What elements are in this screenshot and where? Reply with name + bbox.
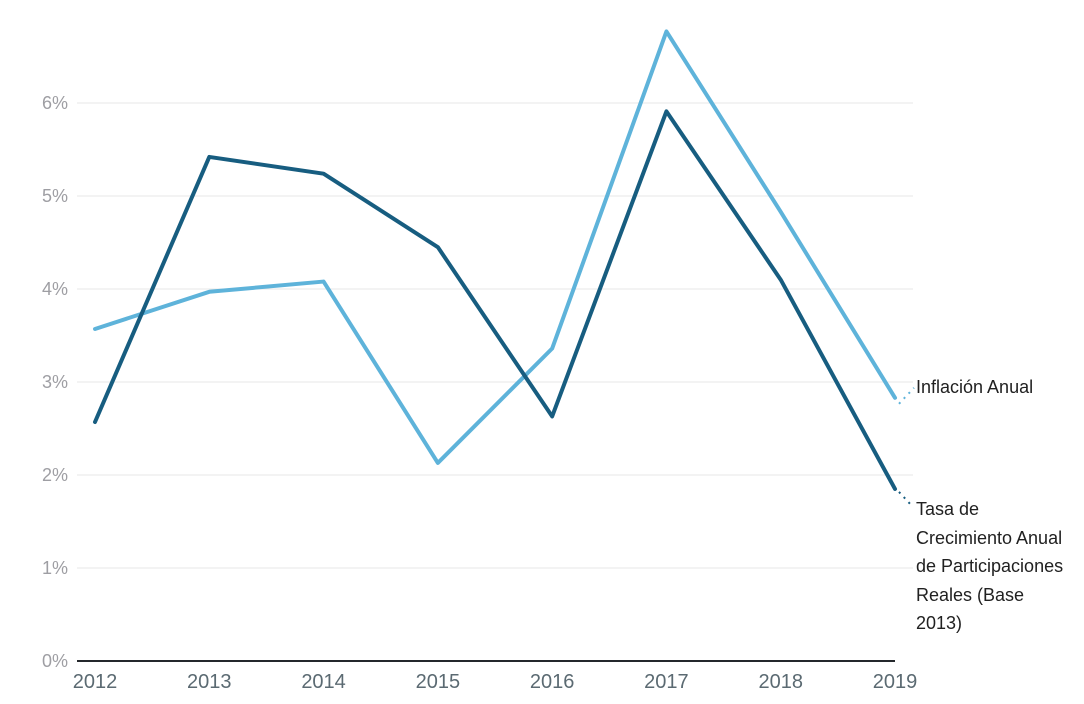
x-tick-label: 2019	[873, 671, 918, 693]
connector-inflacion	[898, 387, 915, 405]
x-tick-label: 2015	[416, 671, 461, 693]
x-tick-label: 2012	[73, 671, 118, 693]
x-tick-label: 2014	[301, 671, 346, 693]
y-tick-label: 6%	[42, 93, 68, 113]
y-tick-label: 3%	[42, 372, 68, 392]
y-tick-label: 1%	[42, 558, 68, 578]
x-tick-label: 2016	[530, 671, 575, 693]
series-label-inflacion-anual: Inflación Anual	[916, 377, 1034, 397]
connector-tasa	[898, 491, 913, 507]
y-tick-label: 2%	[42, 465, 68, 485]
x-tick-label: 2017	[644, 671, 689, 693]
x-tick-label: 2013	[187, 671, 232, 693]
x-tick-label: 2018	[758, 671, 803, 693]
series-line-inflacion-anual	[93, 29, 897, 465]
series-label-tasa-crecimiento: Tasa de Crecimiento Anual de Participaci…	[916, 499, 1064, 633]
series-line-tasa-crecimiento	[93, 109, 897, 491]
y-tick-label: 4%	[42, 279, 68, 299]
y-tick-label: 0%	[42, 651, 68, 671]
y-tick-label: 5%	[42, 186, 68, 206]
